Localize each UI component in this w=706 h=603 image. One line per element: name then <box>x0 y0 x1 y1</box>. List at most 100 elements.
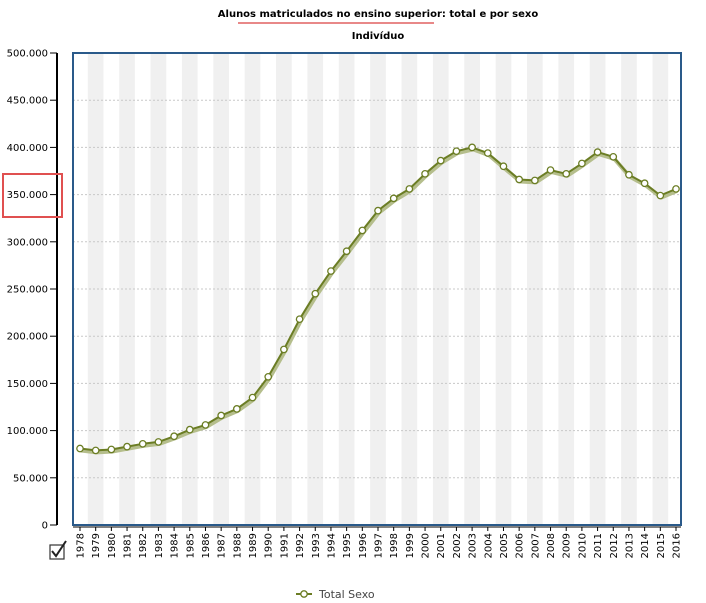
y-tick-label: 450.000 <box>7 96 48 107</box>
x-tick-label: 1986 <box>201 533 212 558</box>
plot-frame <box>72 52 682 526</box>
data-point[interactable] <box>499 162 508 171</box>
data-point[interactable] <box>672 185 680 193</box>
plot-band <box>87 53 104 525</box>
highlight-box <box>2 173 63 218</box>
data-point[interactable] <box>248 393 257 402</box>
x-tick-label: 2011 <box>593 533 604 558</box>
x-tick-label: 1979 <box>91 533 102 558</box>
data-point[interactable] <box>389 194 398 203</box>
data-point[interactable] <box>295 315 304 324</box>
data-point[interactable] <box>483 149 492 157</box>
data-point[interactable] <box>280 345 288 354</box>
data-point[interactable] <box>640 179 649 188</box>
data-point[interactable] <box>311 289 320 298</box>
data-point[interactable] <box>107 445 116 454</box>
data-point[interactable] <box>138 439 147 448</box>
x-tick-label: 2015 <box>656 533 667 558</box>
y-tick-label: 0 <box>42 521 48 532</box>
x-tick-label: 1992 <box>295 533 306 558</box>
data-point[interactable] <box>656 191 665 200</box>
y-tick-label: 300.000 <box>7 237 48 248</box>
x-tick-label: 2000 <box>421 533 432 558</box>
x-tick-label: 1985 <box>185 533 196 558</box>
x-tick-label: 1982 <box>138 533 149 558</box>
x-tick-label: 1987 <box>217 533 228 558</box>
data-point[interactable] <box>327 267 335 275</box>
x-tick-label: 2016 <box>672 533 683 558</box>
x-tick-label: 1990 <box>264 533 275 558</box>
x-tick-label: 2008 <box>546 533 557 558</box>
y-tick-label: 150.000 <box>7 379 48 390</box>
data-point[interactable] <box>264 372 273 381</box>
data-point[interactable] <box>421 169 429 178</box>
x-tick-label: 1991 <box>279 533 290 558</box>
data-point[interactable] <box>609 152 618 161</box>
data-point[interactable] <box>452 147 461 156</box>
y-tick-label: 400.000 <box>7 143 48 154</box>
chart-title: Alunos matriculados no ensino superior: … <box>218 9 539 20</box>
y-tick-label: 250.000 <box>7 285 48 296</box>
data-point[interactable] <box>76 444 84 453</box>
x-tick-label: 2004 <box>483 533 494 558</box>
data-point[interactable] <box>91 446 100 455</box>
data-point[interactable] <box>358 226 367 235</box>
data-point[interactable] <box>185 425 194 434</box>
x-tick-label: 2013 <box>624 533 635 558</box>
x-tick-label: 2012 <box>609 533 620 558</box>
x-tick-label: 1995 <box>342 533 353 558</box>
x-tick-label: 2006 <box>515 533 526 558</box>
x-tick-label: 1993 <box>311 533 322 558</box>
data-point[interactable] <box>530 176 539 185</box>
data-point[interactable] <box>562 169 571 178</box>
plot-band <box>307 53 324 525</box>
x-tick-label: 2010 <box>577 533 588 558</box>
y-tick-label: 500.000 <box>7 49 48 60</box>
data-point[interactable] <box>154 438 163 446</box>
plot-band <box>244 53 261 525</box>
x-tick-label: 1978 <box>76 533 87 558</box>
legend-label-total-sexo: Total Sexo <box>318 588 375 601</box>
x-tick-label: 2014 <box>640 533 651 558</box>
data-point[interactable] <box>515 175 524 184</box>
data-point[interactable] <box>217 411 226 420</box>
x-tick-label: 1996 <box>358 533 369 558</box>
x-tick-label: 1981 <box>123 533 134 558</box>
data-point[interactable] <box>405 185 414 193</box>
x-tick-label: 2002 <box>452 533 463 558</box>
x-tick-label: 1980 <box>107 533 118 558</box>
x-tick-label: 2003 <box>468 533 479 558</box>
x-tick-label: 2005 <box>499 533 510 558</box>
x-tick-label: 2007 <box>530 533 541 558</box>
x-tick-label: 1989 <box>248 533 259 558</box>
y-tick-label: 350.000 <box>7 190 48 201</box>
data-point[interactable] <box>374 206 382 215</box>
x-tick-label: 2001 <box>436 533 447 558</box>
y-tick-label: 200.000 <box>7 332 48 343</box>
x-tick-label: 1998 <box>389 533 400 558</box>
data-point[interactable] <box>232 405 241 413</box>
legend-marker <box>300 590 308 598</box>
data-point[interactable] <box>578 159 586 168</box>
legend[interactable]: Total Sexo <box>296 588 375 601</box>
x-tick-label: 1988 <box>232 533 243 558</box>
data-point[interactable] <box>468 143 476 152</box>
data-point[interactable] <box>201 421 210 429</box>
data-point[interactable] <box>546 166 555 174</box>
checkbox-checked-icon[interactable] <box>49 540 67 560</box>
x-axis-ticks: 1978 1979 1980 1981 1982 1983 1984 1985 1986 1987… <box>76 527 683 558</box>
x-tick-label: 1999 <box>405 533 416 558</box>
data-point[interactable] <box>170 432 178 441</box>
data-point[interactable] <box>342 247 351 256</box>
x-tick-label: 1994 <box>326 533 337 558</box>
data-point[interactable] <box>436 156 445 165</box>
x-tick-label: 1997 <box>374 533 385 558</box>
x-tick-label: 1984 <box>170 533 181 558</box>
plot-band <box>652 53 669 525</box>
data-point[interactable] <box>593 148 602 156</box>
data-point[interactable] <box>123 442 131 451</box>
plot-band <box>432 53 449 525</box>
data-point[interactable] <box>625 170 633 179</box>
plot-band <box>464 53 480 525</box>
